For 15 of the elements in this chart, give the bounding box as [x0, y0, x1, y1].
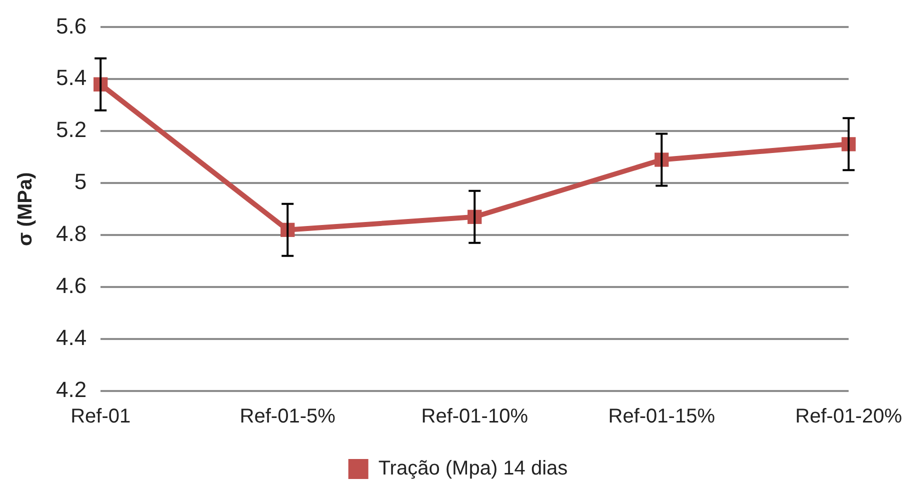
x-tick-label: Ref-01-10%	[421, 406, 528, 428]
x-tick-label: Ref-01-5%	[240, 406, 336, 428]
y-tick-label: 5.2	[56, 117, 87, 142]
x-tick-label: Ref-01	[70, 406, 131, 428]
legend-label: Tração (Mpa) 14 dias	[378, 458, 568, 480]
x-tick-label: Ref-01-20%	[795, 406, 902, 428]
y-tick-label: 4.4	[56, 325, 87, 350]
y-tick-label: 4.8	[56, 221, 87, 246]
x-tick-label: Ref-01-15%	[608, 406, 716, 428]
y-tick-label: 4.2	[56, 377, 87, 402]
y-axis-title: σ (MPa)	[14, 172, 37, 246]
y-tick-label: 4.6	[56, 273, 87, 298]
y-tick-label: 5.6	[56, 13, 87, 38]
y-tick-label: 5	[74, 169, 87, 194]
y-tick-label: 5.4	[56, 65, 87, 90]
